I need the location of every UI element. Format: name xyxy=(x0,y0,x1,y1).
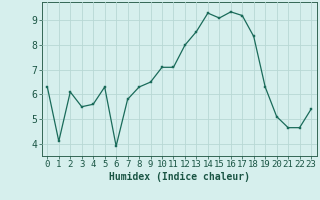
X-axis label: Humidex (Indice chaleur): Humidex (Indice chaleur) xyxy=(109,172,250,182)
